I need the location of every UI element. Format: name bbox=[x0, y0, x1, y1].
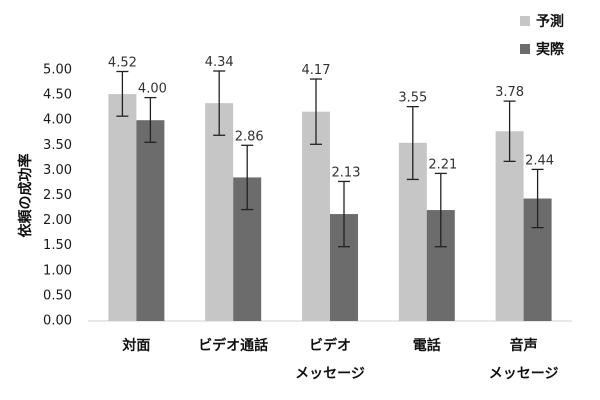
y-tick-label: 5.00 bbox=[43, 63, 72, 78]
error-bar bbox=[406, 105, 419, 181]
legend-swatch bbox=[520, 44, 530, 54]
y-tick-label: 3.50 bbox=[43, 138, 72, 153]
y-axis-ticks: 0.00 0.50 1.00 1.50 2.00 2.50 3.00 3.50 4.00 4.50… bbox=[43, 63, 72, 329]
error-bar bbox=[144, 96, 157, 143]
data-label: 3.78 bbox=[495, 85, 524, 100]
bars bbox=[108, 94, 552, 321]
error-bars bbox=[116, 70, 544, 248]
y-tick-label: 3.00 bbox=[43, 163, 72, 178]
data-label: 4.00 bbox=[138, 82, 167, 97]
error-bar bbox=[503, 100, 516, 163]
category-label: ビデオ bbox=[309, 337, 351, 354]
y-tick-label: 0.00 bbox=[43, 314, 72, 329]
data-label: 4.17 bbox=[302, 63, 331, 78]
data-label: 2.86 bbox=[235, 129, 264, 144]
legend-label: 実際 bbox=[536, 41, 565, 58]
legend-label: 予測 bbox=[536, 13, 564, 30]
category-label: 対面 bbox=[121, 337, 150, 354]
category-label: 音声 bbox=[510, 337, 538, 354]
error-bar bbox=[338, 180, 350, 248]
data-label: 2.44 bbox=[525, 153, 554, 168]
data-label: 4.52 bbox=[108, 56, 137, 71]
category-label: メッセージ bbox=[295, 366, 365, 382]
y-tick-label: 4.00 bbox=[43, 113, 72, 128]
data-label: 2.13 bbox=[332, 165, 361, 180]
bar-actual bbox=[136, 120, 165, 321]
error-bar bbox=[531, 168, 544, 229]
error-bar bbox=[241, 144, 254, 211]
y-tick-label: 1.00 bbox=[43, 263, 72, 278]
bar-predicted bbox=[302, 111, 330, 321]
bar-predicted bbox=[205, 103, 234, 321]
error-bar bbox=[310, 78, 322, 145]
data-label: 2.21 bbox=[428, 157, 457, 172]
data-label: 3.55 bbox=[398, 91, 427, 106]
data-label: 4.34 bbox=[205, 55, 234, 70]
category-label: ビデオ通話 bbox=[198, 337, 268, 354]
legend-swatch bbox=[520, 16, 530, 26]
error-bar bbox=[213, 70, 226, 136]
bar-predicted bbox=[108, 94, 137, 321]
y-tick-label: 4.50 bbox=[43, 88, 72, 103]
y-tick-label: 1.50 bbox=[43, 238, 72, 253]
bar-predicted bbox=[495, 131, 524, 321]
y-tick-label: 2.50 bbox=[43, 188, 72, 203]
error-bar bbox=[116, 70, 129, 117]
error-bar bbox=[434, 172, 447, 248]
data-labels: 4.524.00 4.34 2.86 4.17 2.13 3.55 2.21 3.78 2.44 bbox=[108, 55, 554, 180]
category-label: 電話 bbox=[413, 337, 441, 354]
y-axis-label-group: 依頼の成功率 bbox=[17, 154, 34, 238]
y-tick-label: 2.00 bbox=[43, 213, 72, 228]
y-axis-label: 依頼の成功率 bbox=[17, 154, 34, 238]
y-tick-label: 0.50 bbox=[43, 288, 72, 303]
category-label: メッセージ bbox=[489, 366, 559, 382]
